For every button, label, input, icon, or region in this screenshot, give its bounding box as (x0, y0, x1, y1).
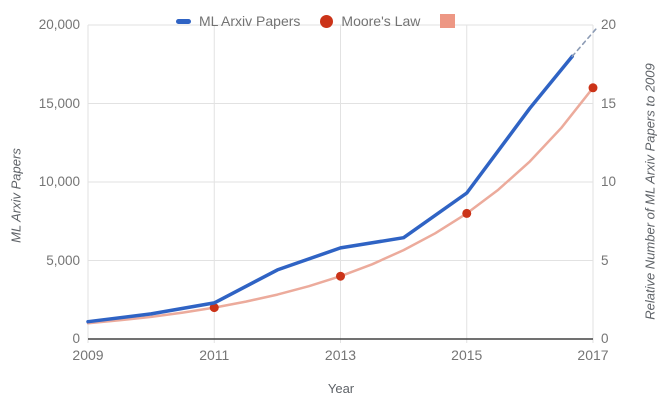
y-right-tick-15: 15 (601, 95, 617, 111)
y-left-tick-5,000: 5,000 (46, 252, 80, 268)
moore-s-law-point-2013[interactable] (336, 271, 345, 281)
legend-item-unlabeled-series[interactable] (440, 14, 463, 28)
line-dash-icon (176, 18, 191, 24)
y-right-tick-10: 10 (601, 174, 617, 189)
moore-s-law-point-2017[interactable] (588, 83, 598, 93)
y-left-tick-15,000: 15,000 (38, 95, 80, 111)
left-axis-title: ML Arxiv Papers (8, 148, 24, 243)
legend: ML Arxiv Papers Moore's Law (176, 13, 463, 29)
x-tick-2015: 2015 (451, 347, 483, 363)
ml-arxiv-papers-projection-line[interactable] (571, 25, 599, 58)
right-axis-title: Relative Number of ML Arxiv Papers to 20… (642, 63, 658, 320)
legend-item-ml-arxiv-papers[interactable]: ML Arxiv Papers (176, 13, 300, 29)
legend-item-moores-law[interactable]: Moore's Law (320, 13, 420, 29)
x-tick-2009: 2009 (72, 347, 104, 363)
ml-arxiv-papers-line[interactable] (86, 54, 574, 324)
legend-label-ml-arxiv-papers: ML Arxiv Papers (199, 13, 301, 29)
dot-icon (320, 14, 334, 28)
y-left-tick-0: 0 (72, 331, 80, 346)
y-right-tick-0: 0 (601, 331, 609, 346)
legend-label-moores-law: Moore's Law (341, 13, 421, 29)
y-right-tick-5: 5 (601, 252, 609, 268)
moore-s-law-point-2015[interactable] (462, 208, 472, 218)
x-tick-2017: 2017 (577, 347, 609, 363)
x-tick-2013: 2013 (324, 347, 357, 363)
moore-s-law-point-2011[interactable] (209, 303, 219, 313)
square-icon (440, 14, 456, 28)
y-left-tick-20,000: 20,000 (38, 17, 80, 32)
y-left-tick-10,000: 10,000 (38, 174, 80, 189)
x-tick-2011: 2011 (199, 347, 230, 363)
x-axis-title: Year (327, 381, 355, 396)
y-right-tick-20: 20 (601, 17, 617, 32)
